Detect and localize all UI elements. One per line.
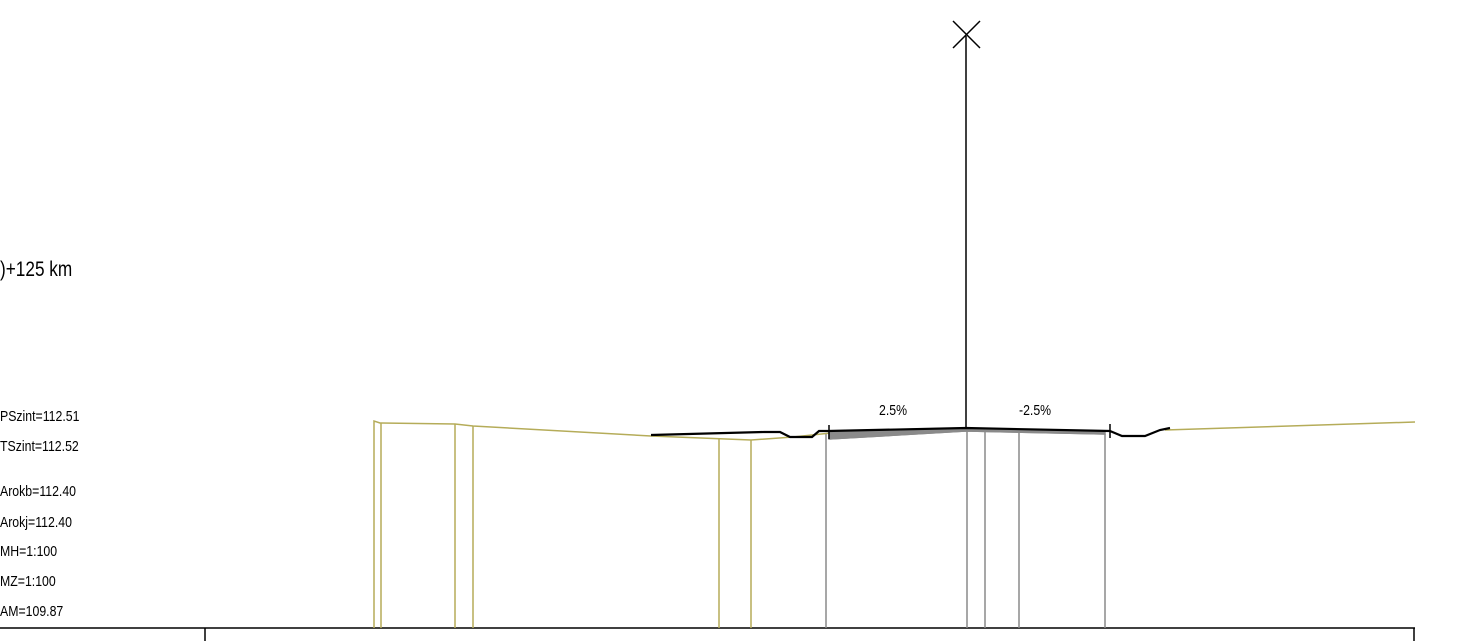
road-line-left xyxy=(650,429,828,439)
pavement-structure xyxy=(825,427,1106,628)
station-label: )+125 km xyxy=(0,258,73,281)
terrain-line-left xyxy=(373,419,832,628)
param-label-am: AM=109.87 xyxy=(0,603,64,620)
terrain-line-right xyxy=(1164,421,1416,431)
road-line-right xyxy=(1109,426,1171,438)
terrain-profile xyxy=(373,419,1416,628)
axis-cross-icon xyxy=(952,20,981,49)
param-label-tsz: TSzint=112.52 xyxy=(0,438,79,455)
param-label-mh: MH=1:100 xyxy=(0,543,58,560)
slope-left-label: 2.5% xyxy=(879,402,907,418)
slope-right-label: -2.5% xyxy=(1019,402,1051,418)
param-label-arokj: Arokj=112.40 xyxy=(0,514,72,531)
param-label-arokb: Arokb=112.40 xyxy=(0,483,77,500)
param-label-mz: MZ=1:100 xyxy=(0,573,56,590)
param-label-psz: PSzint=112.51 xyxy=(0,408,80,425)
edge-ticks xyxy=(828,424,1111,439)
